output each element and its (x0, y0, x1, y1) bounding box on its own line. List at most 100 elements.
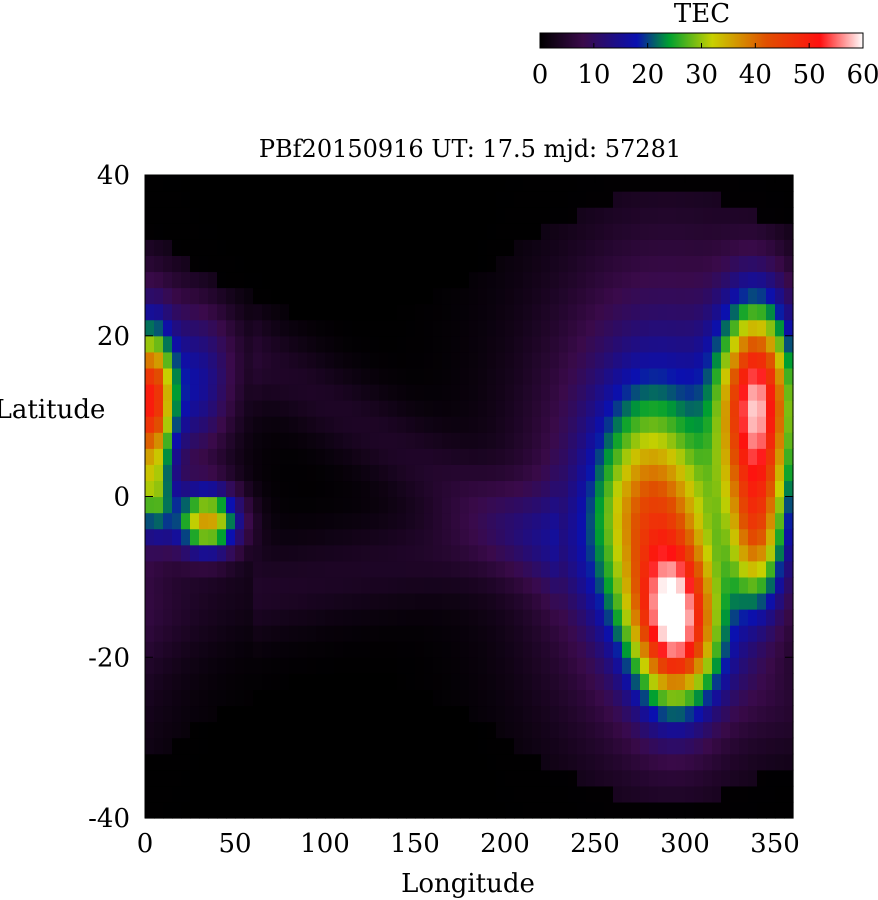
heatmap-cell (703, 609, 713, 626)
heatmap-cell (694, 576, 704, 594)
heatmap-cell (604, 625, 614, 642)
heatmap-cell (334, 464, 344, 482)
heatmap-cell (208, 609, 218, 626)
heatmap-cell (406, 287, 416, 305)
heatmap-cell (757, 689, 767, 707)
heatmap-cell (379, 271, 389, 289)
heatmap-cell (613, 303, 623, 321)
heatmap-cell (766, 239, 776, 256)
heatmap-cell (784, 609, 794, 626)
heatmap-cell (424, 641, 434, 658)
heatmap-cell (541, 625, 551, 642)
heatmap-cell (298, 319, 308, 337)
heatmap-cell (226, 689, 236, 707)
heatmap-cell (496, 351, 506, 369)
heatmap-cell (208, 592, 218, 610)
heatmap-cell (298, 400, 308, 417)
heatmap-cell (460, 560, 470, 578)
heatmap-cell (532, 721, 542, 739)
heatmap-cell (217, 223, 227, 240)
heatmap-cell (154, 625, 164, 642)
heatmap-cell (271, 207, 281, 224)
heatmap-cell (631, 592, 641, 610)
heatmap-cell (190, 351, 200, 369)
heatmap-cell (514, 207, 524, 224)
heatmap-cell (226, 191, 236, 208)
heatmap-cell (406, 609, 416, 626)
x-tick-label: 50 (218, 829, 251, 859)
heatmap-cell (415, 367, 425, 385)
heatmap-cell (217, 689, 227, 707)
heatmap-cell (514, 785, 524, 803)
heatmap-cell (541, 416, 551, 433)
heatmap-cell (559, 367, 569, 385)
heatmap-cell (658, 319, 668, 337)
heatmap-cell (217, 287, 227, 305)
heatmap-cell (694, 303, 704, 321)
heatmap-cell (199, 641, 209, 658)
heatmap-cell (523, 255, 533, 273)
heatmap-cell (262, 512, 272, 530)
heatmap-cell (388, 496, 398, 514)
heatmap-cell (145, 769, 155, 787)
heatmap-cell (172, 721, 182, 739)
heatmap-cell (667, 239, 677, 256)
heatmap-cell (757, 319, 767, 337)
heatmap-cell (721, 721, 731, 739)
heatmap-cell (784, 175, 794, 192)
heatmap-cell (415, 207, 425, 224)
heatmap-cell (172, 383, 182, 401)
chart-title: PBf20150916 UT: 17.5 mjd: 57281 (259, 135, 681, 163)
heatmap-cell (226, 464, 236, 482)
heatmap-cell (622, 785, 632, 803)
heatmap-cell (208, 689, 218, 707)
heatmap-cell (280, 416, 290, 433)
heatmap-cell (604, 705, 614, 723)
heatmap-cell (199, 480, 209, 498)
heatmap-cell (487, 592, 497, 610)
heatmap-cell (559, 303, 569, 321)
heatmap-cell (469, 351, 479, 369)
heatmap-cell (145, 287, 155, 305)
heatmap-cell (631, 367, 641, 385)
heatmap-cell (172, 335, 182, 353)
heatmap-cell (442, 448, 452, 465)
heatmap-cell (280, 705, 290, 723)
heatmap-cell (343, 448, 353, 465)
heatmap-cell (451, 801, 461, 819)
heatmap-cell (316, 737, 326, 755)
heatmap-cell (226, 207, 236, 224)
heatmap-cell (325, 721, 335, 739)
heatmap-cell (487, 496, 497, 514)
heatmap-cell (694, 769, 704, 787)
colorbar-tick-label: 10 (577, 60, 610, 90)
heatmap-cell (307, 592, 317, 610)
heatmap-cell (685, 400, 695, 417)
heatmap-cell (685, 753, 695, 771)
heatmap-cell (289, 721, 299, 739)
heatmap-cell (469, 496, 479, 514)
heatmap-cell (613, 560, 623, 578)
heatmap-cell (379, 528, 389, 546)
heatmap-cell (433, 673, 443, 690)
heatmap-cell (451, 207, 461, 224)
heatmap-cell (235, 705, 245, 723)
heatmap-cell (694, 753, 704, 771)
heatmap-cell (478, 625, 488, 642)
heatmap-cell (343, 271, 353, 289)
heatmap-cell (658, 223, 668, 240)
heatmap-cell (568, 625, 578, 642)
heatmap-cell (145, 464, 155, 482)
x-axis-label: Longitude (401, 869, 535, 899)
heatmap-cell (433, 592, 443, 610)
heatmap-cell (775, 576, 785, 594)
heatmap-cell (253, 801, 263, 819)
heatmap-cell (559, 560, 569, 578)
heatmap-cell (604, 239, 614, 256)
heatmap-cell (325, 255, 335, 273)
heatmap-cell (730, 383, 740, 401)
heatmap-cell (379, 351, 389, 369)
heatmap-cell (748, 721, 758, 739)
heatmap-cell (568, 528, 578, 546)
heatmap-cell (703, 496, 713, 514)
